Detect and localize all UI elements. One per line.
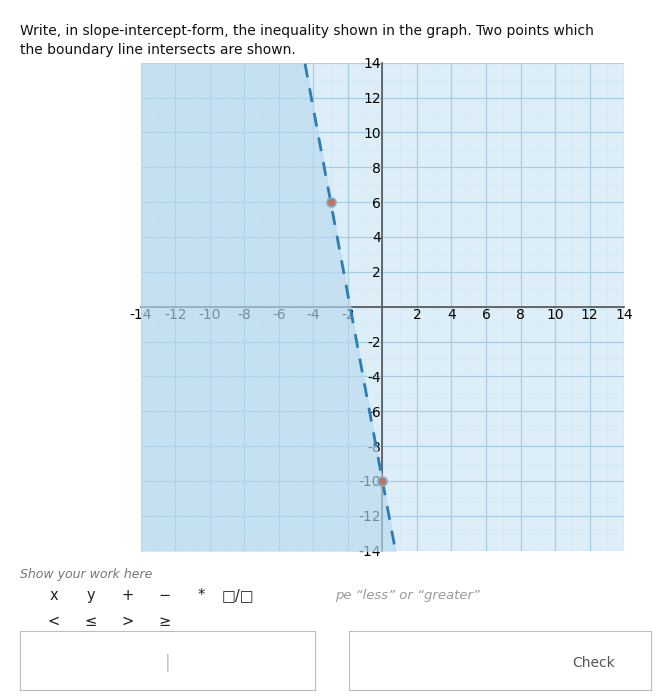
Text: |: |: [165, 654, 170, 673]
Text: −: −: [158, 588, 170, 604]
Text: the boundary line intersects are shown.: the boundary line intersects are shown.: [20, 43, 296, 57]
Text: *: *: [198, 588, 205, 604]
Text: <: <: [48, 614, 60, 629]
Text: x: x: [50, 588, 58, 604]
Text: pe “less” or “greater”: pe “less” or “greater”: [336, 590, 480, 602]
Text: ≥: ≥: [158, 614, 170, 629]
Text: ≤: ≤: [85, 614, 97, 629]
Text: Check: Check: [572, 657, 615, 671]
Text: Show your work here: Show your work here: [20, 568, 152, 581]
Text: Write, in slope-intercept-form, the inequality shown in the graph. Two points wh: Write, in slope-intercept-form, the ineq…: [20, 24, 594, 38]
Text: □/□: □/□: [222, 588, 254, 604]
Text: >: >: [121, 614, 134, 629]
Text: y: y: [87, 588, 95, 604]
Text: +: +: [121, 588, 134, 604]
